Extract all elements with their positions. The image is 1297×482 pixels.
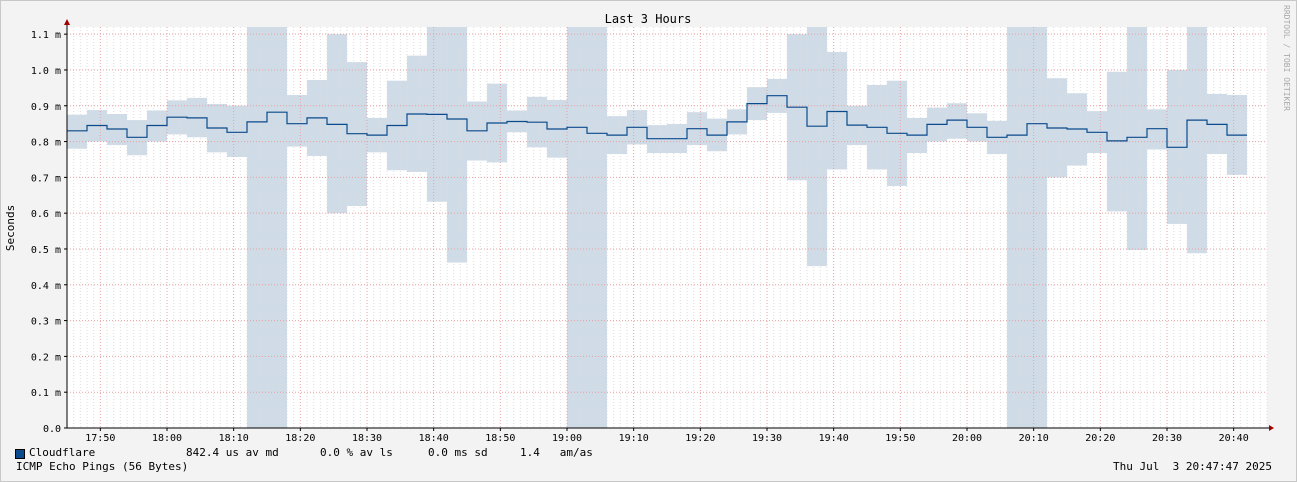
y-tick-label-1: 0.1 m — [31, 388, 61, 399]
x-tick-label-14: 20:10 — [1019, 433, 1049, 444]
x-tick-label-13: 20:00 — [952, 433, 982, 444]
x-tick-label-6: 18:50 — [485, 433, 515, 444]
legend-amas: 1.4 am/as — [520, 446, 593, 459]
grid-layer — [66, 27, 1268, 428]
latency-band-19 — [447, 27, 467, 263]
x-tick-label-11: 19:40 — [819, 433, 849, 444]
y-tick-label-3: 0.3 m — [31, 317, 61, 328]
x-tick-label-8: 19:10 — [619, 433, 649, 444]
y-tick-label-7: 0.7 m — [31, 173, 61, 184]
y-tick-label-2: 0.2 m — [31, 352, 61, 363]
x-tick-label-9: 19:20 — [685, 433, 715, 444]
legend-swatch — [15, 449, 25, 459]
x-tick-label-12: 19:50 — [885, 433, 915, 444]
legend-series-name: Cloudflare — [29, 446, 96, 459]
y-tick-label-11: 1.1 m — [31, 30, 61, 41]
latency-band-44 — [947, 103, 967, 139]
median-layer — [67, 95, 1247, 148]
latency-band-37 — [807, 27, 827, 267]
latency-band-25 — [567, 27, 587, 428]
x-tick-label-1: 18:00 — [152, 433, 182, 444]
y-tick-label-9: 0.9 m — [31, 102, 61, 113]
latency-band-54 — [1147, 109, 1167, 150]
legend-median: 842.4 us av md — [186, 446, 279, 459]
x-tick-label-4: 18:30 — [352, 433, 382, 444]
latency-band-47 — [1007, 27, 1027, 428]
latency-band-8 — [227, 105, 247, 157]
x-tick-label-0: 17:50 — [85, 433, 115, 444]
latency-band-13 — [327, 34, 347, 214]
footer-timestamp: Thu Jul 3 20:47:47 2025 — [1113, 460, 1272, 473]
median-line — [67, 95, 1247, 148]
x-tick-label-3: 18:20 — [285, 433, 315, 444]
x-axis-arrow — [1269, 425, 1274, 431]
x-tick-label-10: 19:30 — [752, 433, 782, 444]
y-tick-label-6: 0.6 m — [31, 209, 61, 220]
x-tick-label-7: 19:00 — [552, 433, 582, 444]
legend-loss: 0.0 % av ls — [320, 446, 393, 459]
latency-band-9 — [247, 27, 267, 428]
axis-layer — [64, 19, 1274, 431]
latency-band-11 — [287, 95, 307, 147]
y-axis-label: Seconds — [4, 205, 17, 251]
x-tick-label-5: 18:40 — [419, 433, 449, 444]
y-tick-label-4: 0.4 m — [31, 281, 61, 292]
y-tick-label-8: 0.8 m — [31, 138, 61, 149]
label-layer: 0.0 0.1 m 0.2 m 0.3 m 0.4 m 0.5 m 0.6 m 0.7 m 0.… — [31, 30, 1249, 444]
chart-title: Last 3 Hours — [605, 12, 692, 26]
latency-band-38 — [827, 52, 847, 170]
x-tick-label-2: 18:10 — [219, 433, 249, 444]
x-tick-label-16: 20:30 — [1152, 433, 1182, 444]
latency-band-0 — [67, 114, 87, 149]
x-tick-label-15: 20:20 — [1085, 433, 1115, 444]
y-tick-label-5: 0.5 m — [31, 245, 61, 256]
footer-probe: ICMP Echo Pings (56 Bytes) — [16, 460, 189, 473]
latency-band-56 — [1187, 27, 1207, 254]
y-axis-arrow — [64, 19, 70, 25]
latency-band-10 — [267, 27, 287, 428]
latency-band-48 — [1027, 27, 1047, 428]
watermark: RRDTOOL / TOBI OETIKER — [1282, 5, 1291, 111]
latency-band-53 — [1127, 27, 1147, 251]
y-tick-label-10: 1.0 m — [31, 66, 61, 77]
y-tick-label-0: 0.0 — [43, 424, 61, 435]
latency-band-26 — [587, 27, 607, 428]
legend-sd: 0.0 ms sd — [428, 446, 488, 459]
x-tick-label-17: 20:40 — [1219, 433, 1249, 444]
